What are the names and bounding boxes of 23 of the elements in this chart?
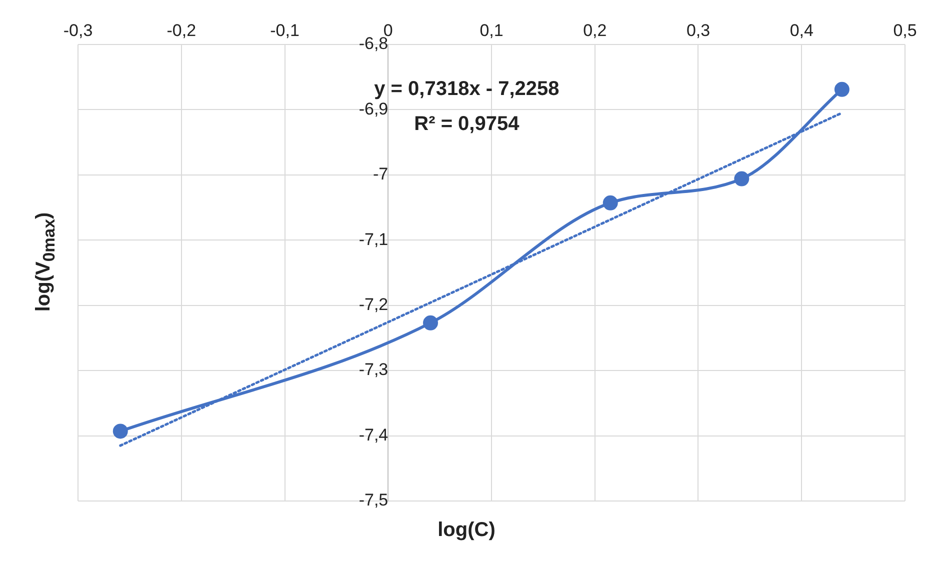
- x-tick-label: 0,4: [790, 20, 814, 40]
- y-tick-label: -7,2: [358, 295, 388, 314]
- x-tick-label: -0,3: [63, 20, 93, 40]
- point: [734, 171, 750, 186]
- y-tick-label: -7,1: [358, 230, 388, 249]
- x-tick-label: 0,2: [583, 20, 607, 40]
- x-axis-title: log(C): [436, 519, 496, 542]
- x-tick-label: -0,2: [166, 20, 196, 40]
- x-tick-label: 0,3: [686, 20, 710, 40]
- point: [602, 195, 618, 210]
- y-tick-label: -7: [373, 164, 388, 184]
- y-tick-label: -7,3: [358, 360, 388, 380]
- x-tick-label: -0,1: [270, 20, 300, 40]
- x-tick-label: 0,1: [480, 20, 504, 40]
- annotation: R² = 0,9754: [414, 112, 520, 135]
- y-tick-label: -6,9: [358, 99, 388, 118]
- point: [423, 315, 438, 330]
- y-tick-label: -7,5: [358, 490, 388, 510]
- annotation: y = 0,7318x - 7,2258: [374, 78, 560, 100]
- point: [112, 424, 128, 439]
- y-tick-label: -7,4: [358, 425, 388, 444]
- x-tick-label: 0,5: [893, 20, 917, 40]
- point: [834, 82, 850, 97]
